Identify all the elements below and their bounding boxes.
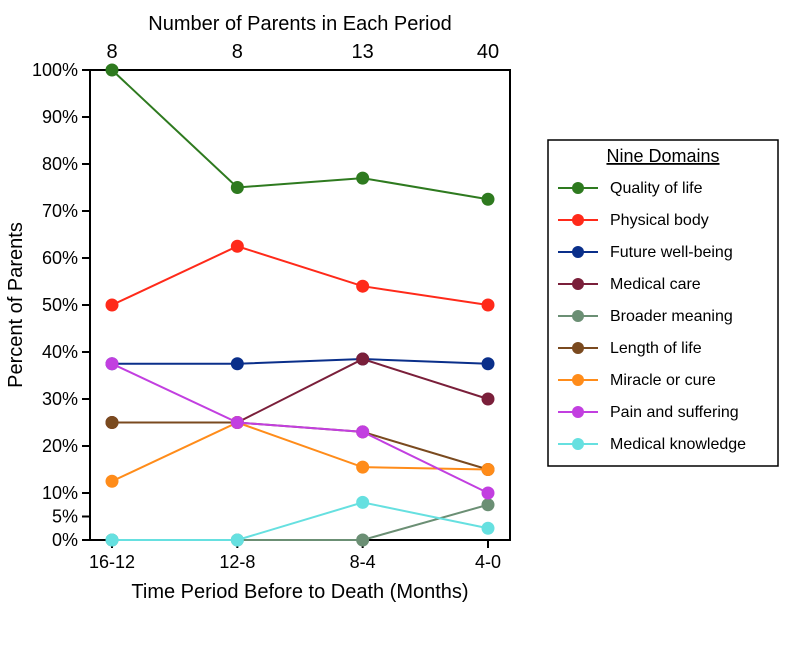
series-marker xyxy=(231,358,243,370)
legend-swatch-marker xyxy=(572,406,584,418)
legend-swatch-marker xyxy=(572,342,584,354)
legend-label: Future well-being xyxy=(610,244,733,261)
y-tick-label: 5% xyxy=(52,507,78,527)
series-marker xyxy=(231,417,243,429)
series-line xyxy=(112,364,488,493)
series-marker xyxy=(482,193,494,205)
series-marker xyxy=(357,461,369,473)
top-tick-label: 40 xyxy=(477,41,499,63)
chart-container: 0% 5% 10% 20% 30% 40% 50% 60% 70% 80% 90% 100% Perce… xyxy=(0,0,802,647)
series-marker xyxy=(106,417,118,429)
series-marker xyxy=(231,182,243,194)
series-marker xyxy=(482,522,494,534)
legend-label: Quality of life xyxy=(610,180,703,197)
legend-swatch-marker xyxy=(572,310,584,322)
chart-svg: 0% 5% 10% 20% 30% 40% 50% 60% 70% 80% 90% 100% Perce… xyxy=(0,0,802,647)
series-marker xyxy=(106,64,118,76)
series-marker xyxy=(482,393,494,405)
series-marker xyxy=(106,358,118,370)
legend-swatch-marker xyxy=(572,246,584,258)
x-tick-label: 16-12 xyxy=(89,552,135,572)
series-line xyxy=(112,423,488,470)
series-marker xyxy=(482,464,494,476)
series-marker xyxy=(357,280,369,292)
legend-label: Miracle or cure xyxy=(610,372,716,389)
legend-swatch-marker xyxy=(572,374,584,386)
series-marker xyxy=(482,487,494,499)
series-marker xyxy=(357,534,369,546)
x-tick-label: 8-4 xyxy=(350,552,376,572)
x-axis-title: Time Period Before to Death (Months) xyxy=(131,581,468,603)
y-tick-label: 80% xyxy=(42,154,78,174)
legend-title: Nine Domains xyxy=(606,146,719,166)
series-marker xyxy=(357,353,369,365)
y-tick-label: 0% xyxy=(52,530,78,550)
legend-swatch-marker xyxy=(572,214,584,226)
y-tick-label: 70% xyxy=(42,201,78,221)
series-line xyxy=(112,359,488,364)
legend-label: Broader meaning xyxy=(610,308,733,325)
series-marker xyxy=(357,172,369,184)
legend-label: Pain and suffering xyxy=(610,404,739,421)
top-tick-label: 8 xyxy=(106,41,117,63)
series-marker xyxy=(106,475,118,487)
series-marker xyxy=(106,299,118,311)
series-marker xyxy=(106,534,118,546)
series-marker xyxy=(231,534,243,546)
series-marker xyxy=(357,496,369,508)
top-axis-title: Number of Parents in Each Period xyxy=(148,13,452,35)
legend-label: Length of life xyxy=(610,340,702,357)
y-tick-label: 30% xyxy=(42,389,78,409)
series-marker xyxy=(482,499,494,511)
series-marker xyxy=(482,299,494,311)
y-tick-label: 40% xyxy=(42,342,78,362)
y-tick-label: 20% xyxy=(42,436,78,456)
series-marker xyxy=(482,358,494,370)
x-tick-label: 12-8 xyxy=(219,552,255,572)
y-tick-label: 90% xyxy=(42,107,78,127)
series-line xyxy=(112,505,488,540)
y-axis-title: Percent of Parents xyxy=(5,222,27,388)
legend-label: Physical body xyxy=(610,212,709,229)
y-tick-label: 100% xyxy=(32,60,78,80)
legend-swatch-marker xyxy=(572,438,584,450)
top-tick-label: 13 xyxy=(352,41,374,63)
series-line xyxy=(112,70,488,199)
y-tick-label: 50% xyxy=(42,295,78,315)
legend-label: Medical knowledge xyxy=(610,436,746,453)
y-tick-label: 10% xyxy=(42,483,78,503)
legend-label: Medical care xyxy=(610,276,701,293)
y-tick-label: 60% xyxy=(42,248,78,268)
series-marker xyxy=(357,426,369,438)
top-tick-label: 8 xyxy=(232,41,243,63)
legend-swatch-marker xyxy=(572,278,584,290)
x-tick-label: 4-0 xyxy=(475,552,501,572)
series-marker xyxy=(231,240,243,252)
series-line xyxy=(112,246,488,305)
legend-swatch-marker xyxy=(572,182,584,194)
